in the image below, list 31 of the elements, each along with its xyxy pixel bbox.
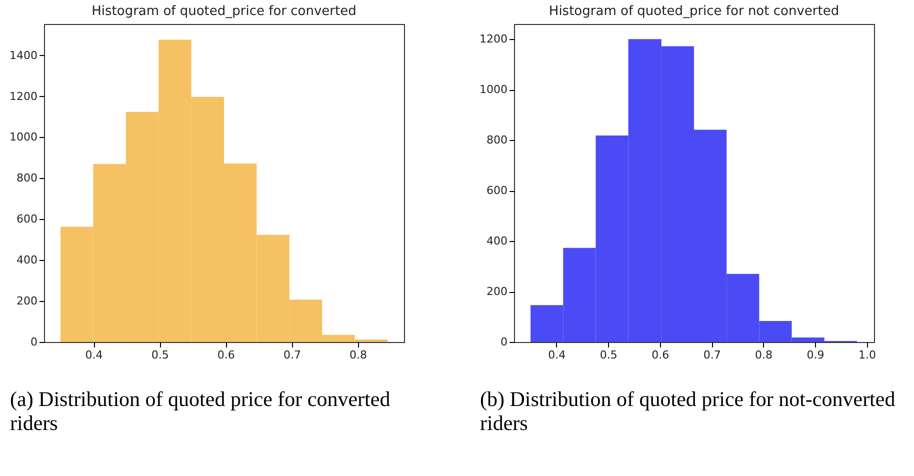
- x-tick-label: 0.7: [703, 348, 721, 362]
- y-tick-label: 0: [500, 336, 508, 348]
- chart-title: Histogram of quoted_price for not converted: [548, 4, 840, 19]
- x-tick-label: 0.8: [350, 348, 368, 362]
- y-tick-label: 0: [30, 336, 38, 348]
- y-tick-label: 600: [486, 184, 508, 198]
- y-tick-label: 1000: [10, 130, 38, 144]
- y-tick-label: 200: [16, 294, 38, 308]
- chart-title: Histogram of quoted_price for converted: [92, 4, 356, 19]
- x-tick-label: 0.4: [85, 348, 103, 362]
- y-tick-label: 400: [16, 254, 38, 267]
- y-tick-label: 1400: [10, 48, 38, 62]
- y-tick-label: 600: [16, 212, 38, 226]
- y-tick-label: 1200: [480, 32, 508, 46]
- y-tick-label: 1000: [480, 83, 508, 96]
- y-tick-label: 800: [486, 134, 508, 147]
- x-tick-label: 0.6: [652, 348, 670, 362]
- text: (b) Distribution of quoted price for not-converted riders: [479, 387, 896, 435]
- y-tick-label: 800: [16, 172, 38, 185]
- y-tick-label: 200: [486, 285, 508, 298]
- x-tick-label: 0.6: [217, 348, 235, 362]
- x-tick-label: 0.4: [548, 348, 566, 362]
- text: (a) Distribution of quoted price for converted riders: [9, 387, 392, 435]
- y-tick-label: 400: [486, 234, 508, 248]
- x-tick-label: 0.9: [806, 348, 824, 362]
- x-tick-label: 0.7: [283, 348, 301, 362]
- x-tick-label: 1.0: [858, 348, 876, 362]
- y-tick-label: 1200: [10, 90, 38, 103]
- x-tick-label: 0.8: [755, 348, 773, 362]
- x-tick-label: 0.5: [151, 348, 169, 362]
- x-tick-label: 0.5: [600, 348, 618, 362]
